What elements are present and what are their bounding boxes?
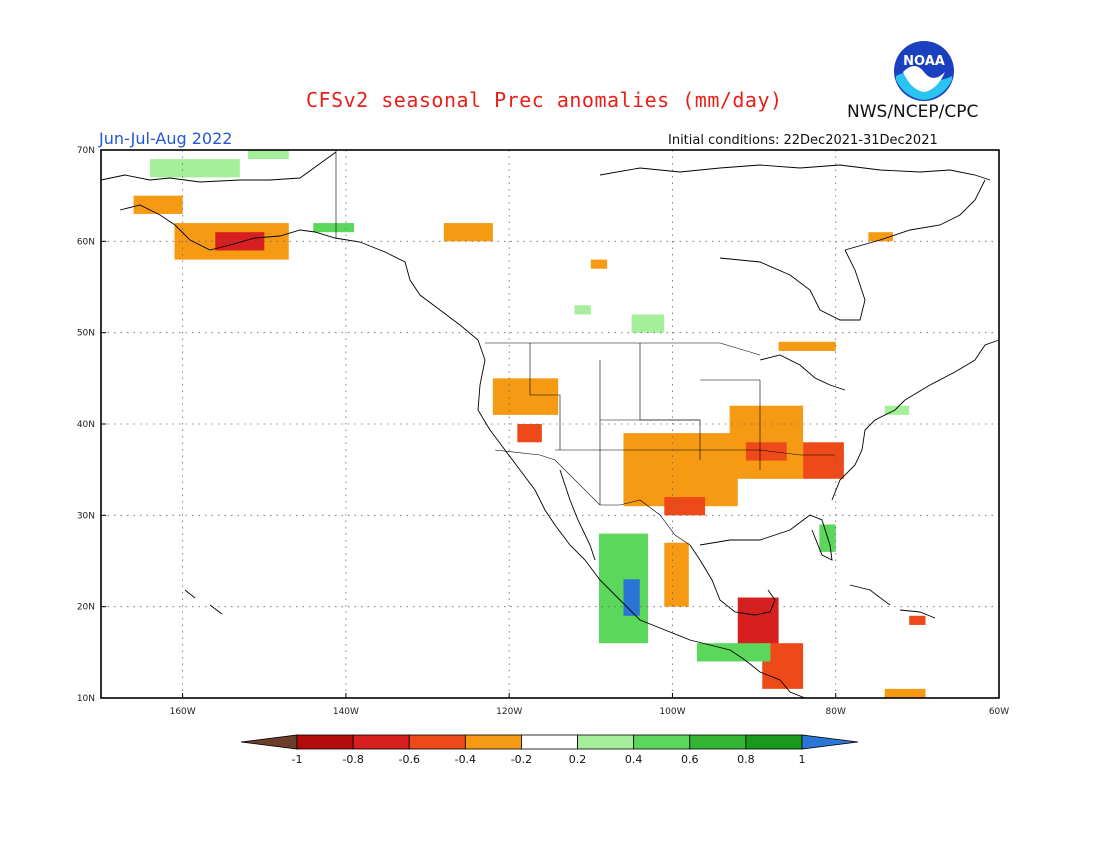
map-title: CFSv2 seasonal Prec anomalies (mm/day)	[306, 88, 783, 112]
colorbar-label: -0.4	[455, 753, 476, 766]
colorbar-label: -1	[292, 753, 303, 766]
coastlines	[100, 151, 1000, 699]
anomaly-alaska-core	[215, 232, 265, 251]
anomaly-british-columbia	[443, 223, 493, 242]
noaa-logo: NOAA	[893, 40, 955, 102]
lat-tick-label: 20N	[77, 603, 95, 613]
anomaly-arctic-coast	[247, 150, 289, 160]
anomaly-hudson	[868, 232, 893, 242]
lat-tick-label: 30N	[77, 511, 95, 521]
lon-tick-label: 80W	[826, 707, 846, 717]
colorbar-right-arrow	[801, 734, 859, 750]
anomaly-new-england	[884, 405, 910, 415]
anomaly-pacific-northwest	[492, 378, 559, 415]
anomaly-gulf-coast-mexico	[664, 542, 689, 607]
colorbar: -1 -0.8 -0.6 -0.4 -0.2 0.2 0.4 0.6 0.8 1	[240, 734, 859, 766]
lon-tick-label: 60W	[989, 707, 1009, 717]
anomaly-caribbean-south	[884, 688, 926, 698]
anomaly-saskatchewan	[574, 305, 591, 315]
colorbar-segment	[521, 734, 578, 750]
gridlines	[101, 150, 999, 698]
lat-tick-label: 40N	[77, 420, 95, 430]
anomaly-california-east	[517, 424, 542, 443]
lon-tick-label: 140W	[333, 707, 359, 717]
anomaly-tennessee	[745, 442, 787, 461]
lat-tick-label: 10N	[77, 694, 95, 704]
anomaly-great-lakes-north	[778, 341, 836, 351]
anomaly-central-plains	[623, 433, 738, 507]
anomaly-arctic-alaska	[149, 159, 240, 178]
colorbar-label: 0.2	[569, 753, 587, 766]
colorbar-label: -0.8	[342, 753, 363, 766]
anomaly-hispaniola	[909, 615, 926, 625]
colorbar-segment	[689, 734, 747, 750]
anomaly-bering-strait	[133, 195, 183, 214]
lat-tick-label: 70N	[77, 146, 95, 156]
latitude-labels: 10N 20N 30N 40N 50N 60N 70N	[77, 146, 106, 704]
colorbar-segment	[408, 734, 466, 750]
anomaly-manitoba	[631, 314, 665, 333]
colorbar-segment	[296, 734, 354, 750]
lon-tick-label: 100W	[659, 707, 685, 717]
colorbar-left-arrow	[240, 734, 298, 750]
longitude-labels: 160W 140W 120W 100W 80W 60W	[170, 693, 1009, 717]
lat-tick-label: 60N	[77, 237, 95, 247]
colorbar-segment	[464, 734, 522, 750]
colorbar-label: 1	[799, 753, 806, 766]
colorbar-label: -0.6	[398, 753, 419, 766]
forecast-period: Jun-Jul-Aug 2022	[99, 129, 233, 148]
lon-tick-label: 160W	[170, 707, 196, 717]
colorbar-label: 0.6	[681, 753, 699, 766]
lon-tick-label: 120W	[496, 707, 522, 717]
political-borders	[335, 150, 835, 546]
lat-tick-label: 50N	[77, 329, 95, 339]
colorbar-segment	[633, 734, 691, 750]
noaa-logo-text: NOAA	[903, 54, 945, 69]
colorbar-label: 0.4	[625, 753, 643, 766]
anomaly-texas-core	[664, 497, 706, 516]
initial-conditions: Initial conditions: 22Dec2021-31Dec2021	[668, 133, 938, 148]
colorbar-segment	[577, 734, 635, 750]
colorbar-label: -0.2	[511, 753, 532, 766]
anomaly-carolinas	[803, 442, 844, 479]
anomaly-nw-territories	[590, 259, 608, 269]
colorbar-segment	[352, 734, 410, 750]
anomaly-mexico-west-core	[623, 579, 640, 616]
colorbar-label: 0.8	[737, 753, 755, 766]
agency-label: NWS/NCEP/CPC	[847, 102, 979, 122]
anomaly-yukon	[313, 223, 355, 233]
colorbar-segment	[745, 734, 803, 750]
